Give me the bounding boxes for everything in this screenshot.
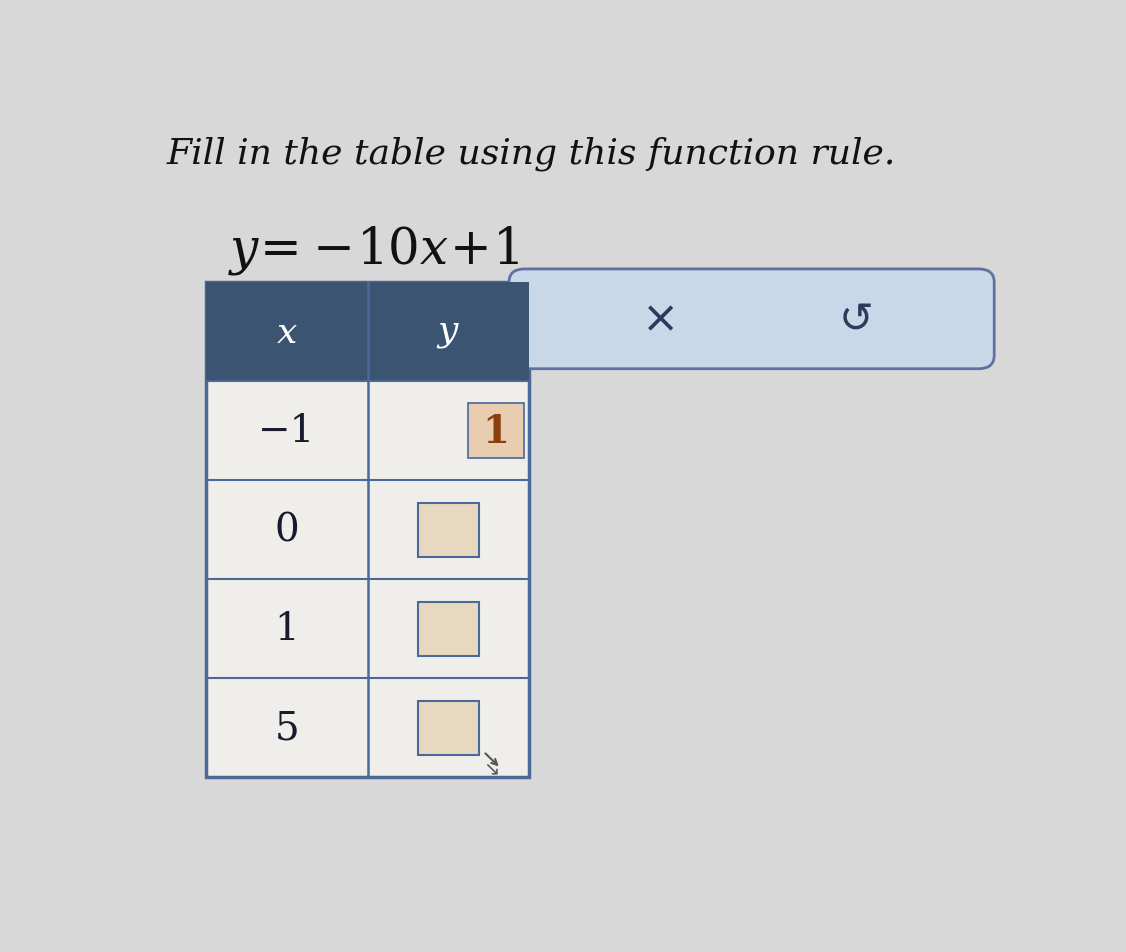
FancyBboxPatch shape: [418, 503, 479, 558]
FancyBboxPatch shape: [206, 283, 529, 778]
Text: 1: 1: [275, 611, 300, 647]
FancyBboxPatch shape: [418, 701, 479, 755]
Text: 0: 0: [275, 512, 300, 548]
Text: $y$: $y$: [436, 315, 461, 349]
FancyBboxPatch shape: [206, 283, 529, 382]
Text: ↺: ↺: [839, 299, 874, 341]
Text: 1: 1: [482, 412, 509, 450]
FancyBboxPatch shape: [418, 602, 479, 657]
FancyBboxPatch shape: [467, 404, 525, 459]
Text: −1: −1: [258, 413, 315, 449]
Text: $y\!=\!-\!10x\!+\!1$: $y\!=\!-\!10x\!+\!1$: [227, 225, 520, 277]
FancyBboxPatch shape: [509, 269, 994, 369]
Text: $x$: $x$: [276, 315, 298, 349]
Text: ↘: ↘: [483, 759, 500, 778]
Text: Fill in the table using this function rule.: Fill in the table using this function ru…: [167, 136, 896, 170]
Text: 5: 5: [275, 709, 300, 746]
Text: ×: ×: [642, 298, 679, 341]
